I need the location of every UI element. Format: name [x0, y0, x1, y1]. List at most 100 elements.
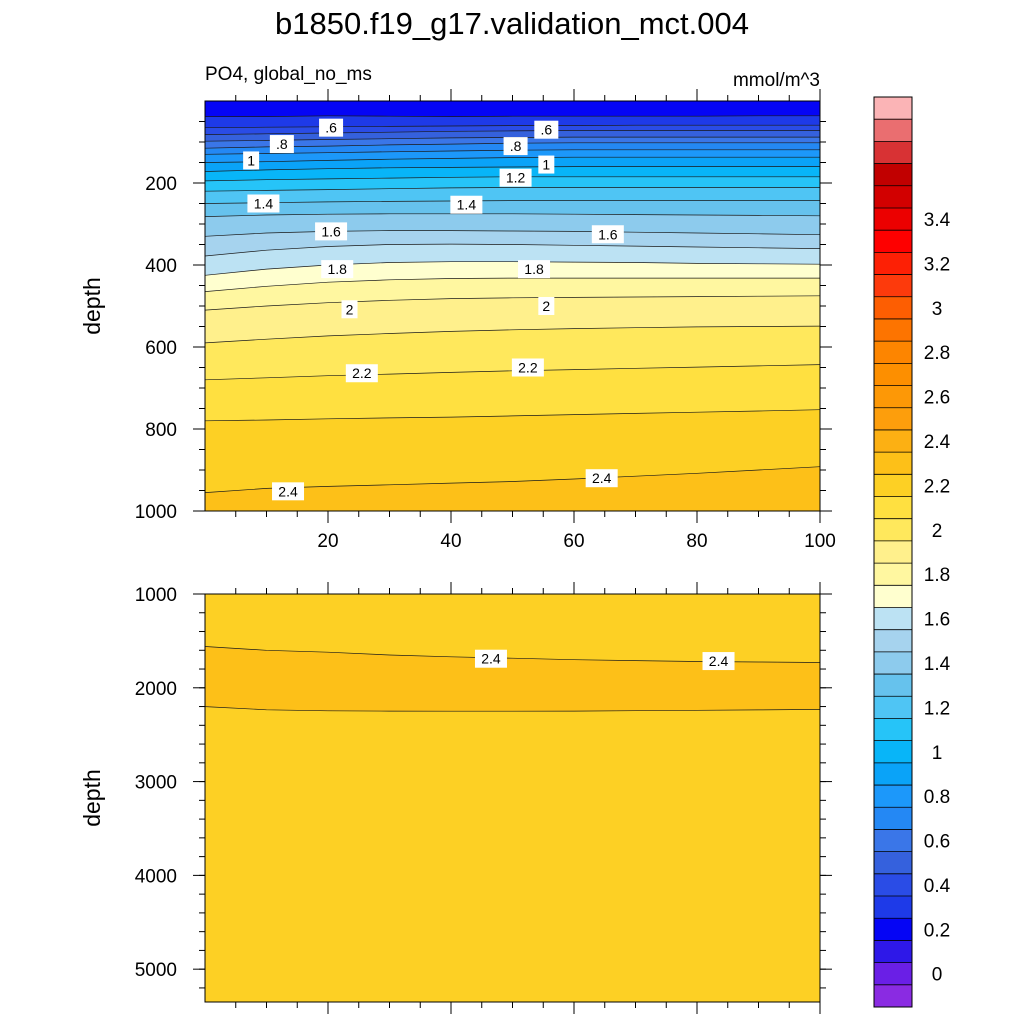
- colorbar-swatch-40: [874, 97, 912, 119]
- contour-label: 1: [247, 152, 255, 168]
- colorbar-label: 2: [932, 521, 943, 542]
- colorbar-label: 0.2: [924, 920, 950, 941]
- chart-title: b1850.f19_g17.validation_mct.004: [275, 6, 749, 41]
- colorbar-label: 0.8: [924, 787, 950, 808]
- contour-label: 2.4: [278, 483, 298, 499]
- y-tick-label: 800: [145, 420, 177, 441]
- y-tick-label: 1000: [135, 585, 177, 606]
- contour-label: 2.4: [592, 470, 612, 486]
- units-subtitle: mmol/m^3: [733, 70, 820, 91]
- colorbar-swatch-22: [874, 497, 912, 519]
- colorbar-swatch-28: [874, 363, 912, 385]
- y-tick-label: 400: [145, 256, 177, 277]
- contour-label: 1.6: [321, 223, 341, 239]
- colorbar-label: 1.8: [924, 565, 950, 586]
- contour-label: .6: [540, 122, 552, 138]
- colorbar-swatch-26: [874, 408, 912, 430]
- x-tick-label: 20: [317, 531, 338, 552]
- colorbar-swatch-13: [874, 696, 912, 718]
- y-tick-label: 2000: [135, 679, 177, 700]
- colorbar-swatch-0: [874, 985, 912, 1007]
- colorbar-label: 3: [932, 299, 943, 320]
- contour-band-1: [205, 707, 820, 1004]
- colorbar-swatch-8: [874, 807, 912, 829]
- colorbar-swatch-38: [874, 141, 912, 163]
- x-tick-label: 100: [804, 531, 836, 552]
- colorbar-swatch-36: [874, 186, 912, 208]
- colorbar-swatch-2: [874, 940, 912, 962]
- contour-label: 1.6: [598, 226, 618, 242]
- colorbar-label: 2.4: [924, 432, 951, 453]
- contour-label: 1.4: [254, 196, 274, 212]
- contour-label: .8: [510, 138, 522, 154]
- colorbar-label: 0.4: [924, 876, 951, 897]
- colorbar-swatch-16: [874, 630, 912, 652]
- colorbar-swatch-33: [874, 252, 912, 274]
- colorbar-label: 2.6: [924, 388, 950, 409]
- colorbar-label: 3.4: [924, 210, 951, 231]
- colorbar-swatch-3: [874, 918, 912, 940]
- colorbar-label: 1: [932, 743, 943, 764]
- y-tick-label: 4000: [135, 866, 177, 887]
- colorbar-swatch-30: [874, 319, 912, 341]
- colorbar-swatch-25: [874, 430, 912, 452]
- contour-label: 2.2: [518, 360, 538, 376]
- x-tick-label: 60: [563, 531, 584, 552]
- colorbar-swatch-17: [874, 607, 912, 629]
- contour-label: 1.2: [506, 170, 526, 186]
- colorbar-swatch-9: [874, 785, 912, 807]
- colorbar-swatch-5: [874, 874, 912, 896]
- contour-label: .8: [276, 136, 288, 152]
- y-tick-label: 1000: [135, 502, 177, 523]
- colorbar-label: 3.2: [924, 255, 950, 276]
- y-axis-label: depth: [79, 769, 105, 827]
- x-tick-label: 80: [686, 531, 707, 552]
- colorbar-swatch-29: [874, 341, 912, 363]
- colorbar-swatch-24: [874, 452, 912, 474]
- contour-label: 2: [346, 301, 354, 317]
- contour-label: .6: [325, 120, 337, 136]
- contour-label: 2.2: [352, 365, 372, 381]
- colorbar: 0 0.2 0.4 0.6 0.8 1 1.2 1.4 1.6 1.8 2 2.2 2.4 2.6 2.8 3…: [874, 97, 951, 1007]
- lower-depth-panel: 2.4 2.4 1000 2000 3000 4000 5000 depth: [79, 582, 832, 1014]
- colorbar-swatch-21: [874, 519, 912, 541]
- colorbar-swatch-1: [874, 963, 912, 985]
- contour-label: 1.8: [327, 261, 347, 277]
- colorbar-swatch-11: [874, 741, 912, 763]
- colorbar-swatch-18: [874, 585, 912, 607]
- colorbar-swatch-23: [874, 474, 912, 496]
- contour-label: 1.8: [524, 261, 544, 277]
- colorbar-swatch-31: [874, 297, 912, 319]
- colorbar-swatch-12: [874, 718, 912, 740]
- colorbar-swatch-27: [874, 386, 912, 408]
- colorbar-swatch-35: [874, 208, 912, 230]
- contour-label: 1.4: [457, 197, 477, 213]
- colorbar-label: 1.4: [924, 654, 951, 675]
- colorbar-swatch-14: [874, 674, 912, 696]
- upper-depth-panel: .6 .6 .8 .8 1 1 1.2 1.4 1.4 1.6 1.6 1.8 1.8 2 2 2.2 2.2 2…: [79, 89, 836, 552]
- contour-label: 2: [542, 298, 550, 314]
- contour-label: 2.4: [481, 651, 501, 667]
- colorbar-swatch-39: [874, 119, 912, 141]
- colorbar-swatch-7: [874, 829, 912, 851]
- colorbar-swatch-37: [874, 164, 912, 186]
- colorbar-label: 2.8: [924, 343, 950, 364]
- colorbar-swatch-34: [874, 230, 912, 252]
- colorbar-swatch-32: [874, 275, 912, 297]
- x-tick-label: 40: [440, 531, 461, 552]
- y-axis-label: depth: [79, 277, 105, 335]
- colorbar-label: 0: [932, 965, 943, 986]
- plot-area: .6 .6 .8 .8 1 1 1.2 1.4 1.4 1.6 1.6 1.8 1.8 2 2 2.2 2.2 2…: [205, 101, 820, 513]
- colorbar-swatch-19: [874, 563, 912, 585]
- y-tick-label: 600: [145, 338, 177, 359]
- colorbar-swatch-15: [874, 652, 912, 674]
- variable-subtitle: PO4, global_no_ms: [205, 64, 372, 85]
- plot-area: 2.4 2.4: [205, 594, 820, 1004]
- y-tick-label: 3000: [135, 773, 177, 794]
- y-tick-label: 200: [145, 174, 177, 195]
- colorbar-label: 0.6: [924, 832, 950, 853]
- contour-label: 1: [542, 157, 550, 173]
- colorbar-label: 2.2: [924, 476, 950, 497]
- figure-canvas: b1850.f19_g17.validation_mct.004 PO4, gl…: [0, 0, 1024, 1024]
- colorbar-swatch-6: [874, 852, 912, 874]
